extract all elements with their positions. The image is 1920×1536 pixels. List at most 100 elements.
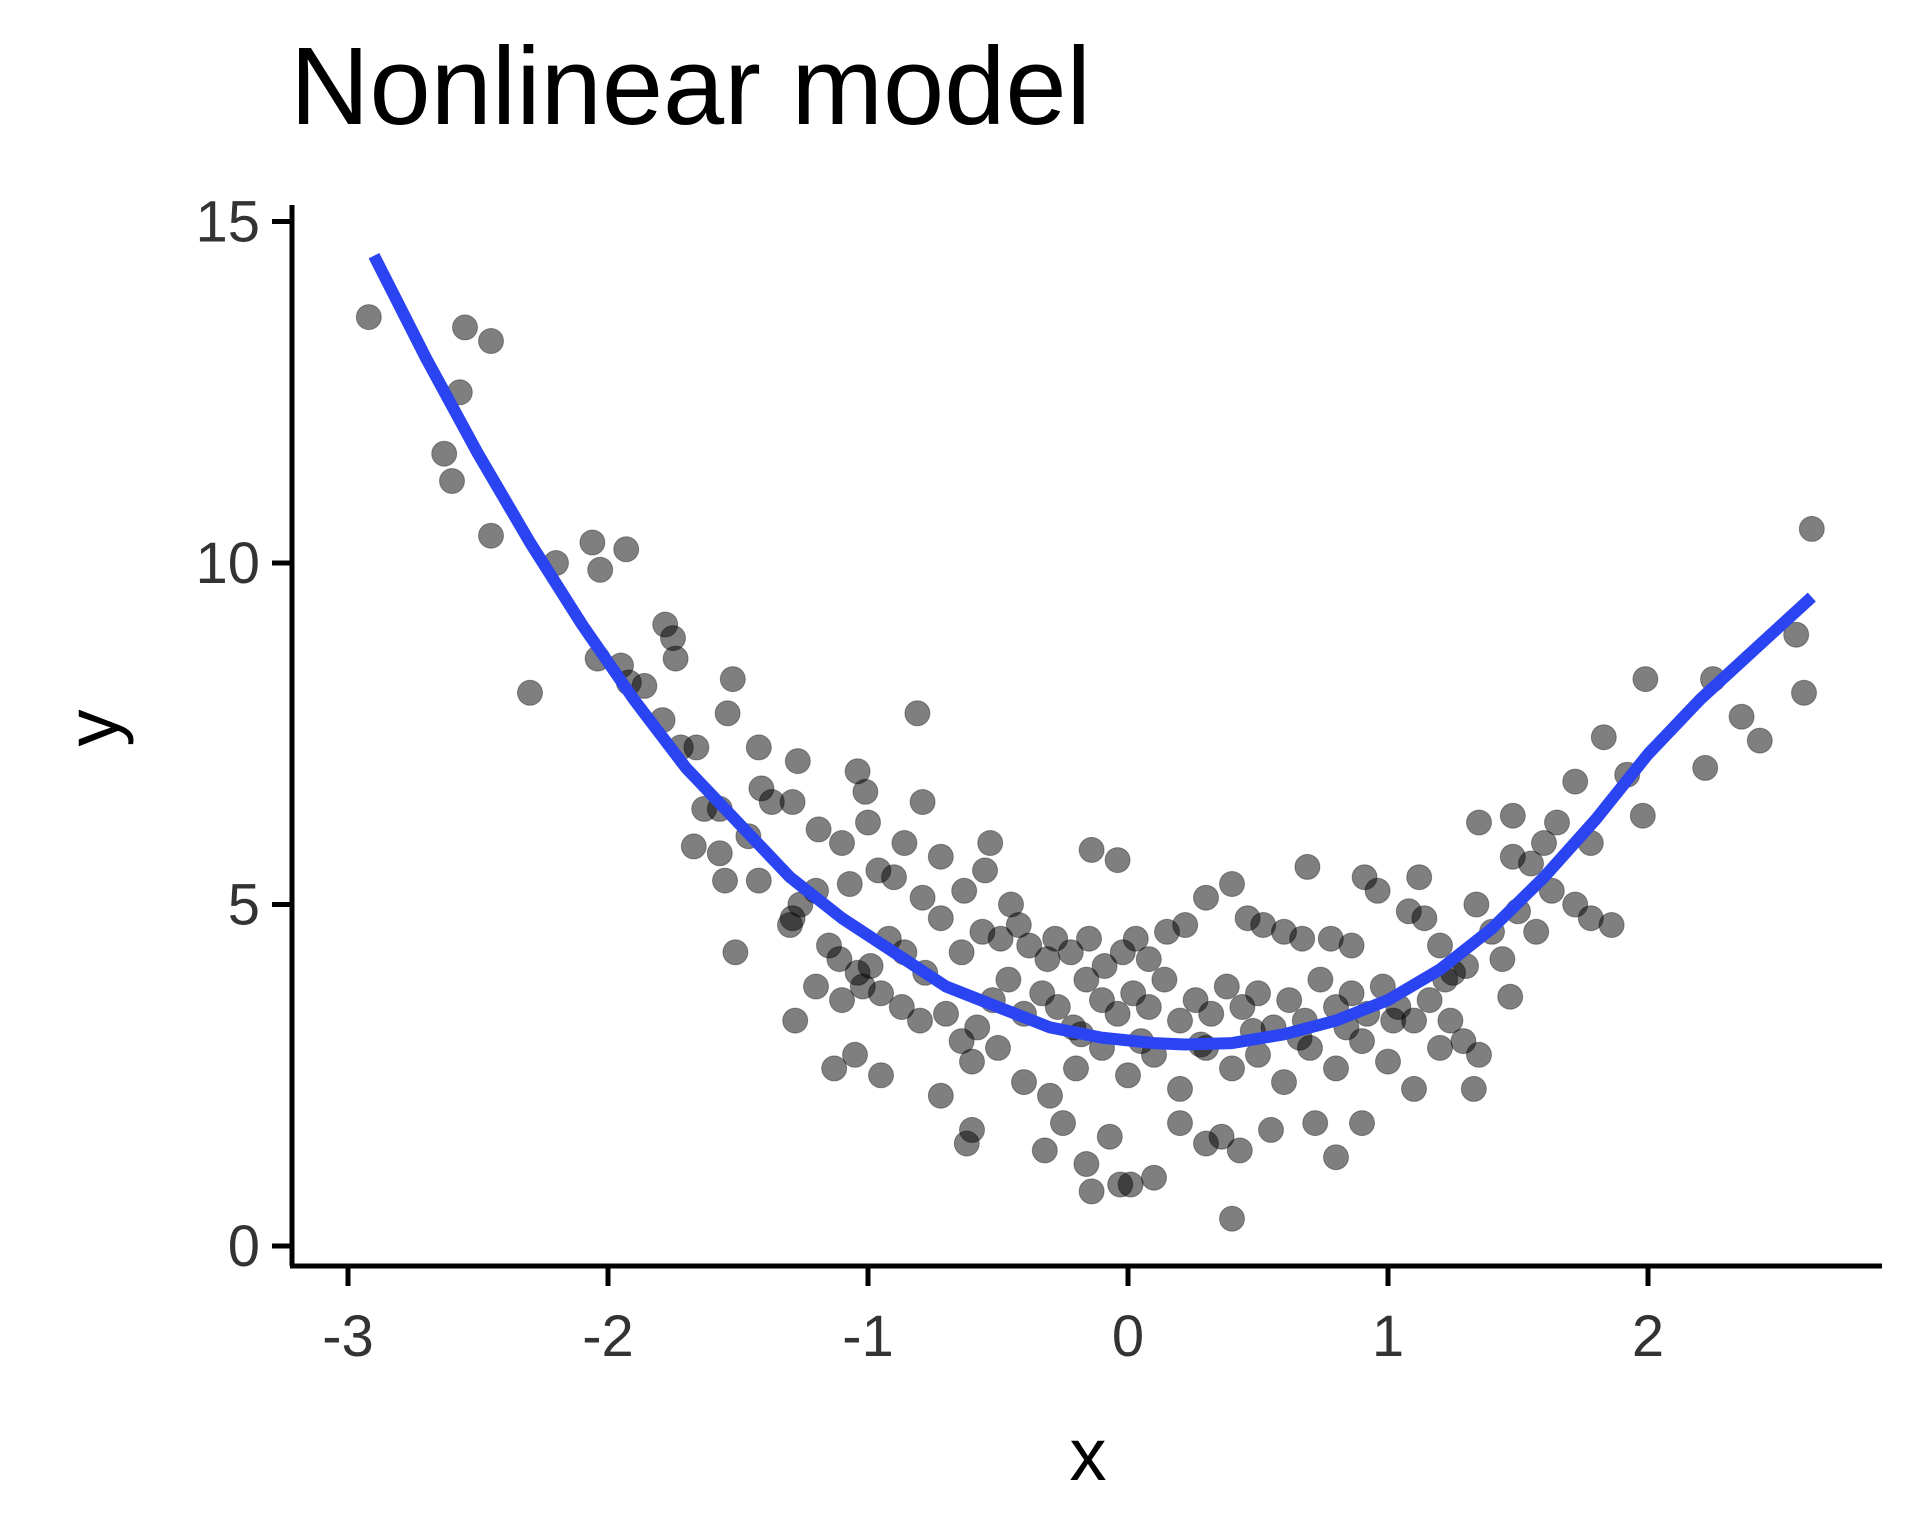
data-point [478,328,504,354]
data-point [868,1062,894,1089]
data-point [836,871,863,897]
data-point [478,522,504,549]
data-point [1141,1164,1167,1191]
data-point [1213,973,1240,1000]
data-point [1031,1137,1058,1164]
data-point [1437,1007,1464,1034]
data-point [1416,987,1443,1014]
y-axis-title: y [51,710,134,747]
data-point [1219,871,1245,897]
data-point [1167,1110,1193,1137]
data-point [1167,1075,1193,1102]
data-point [1338,932,1365,959]
data-point [1073,1151,1100,1177]
data-point [1091,953,1118,979]
data-point [909,789,936,815]
data-point [865,857,892,884]
data-point [1172,912,1199,938]
data-point [1590,724,1617,751]
data-point [784,748,811,775]
data-point [1746,727,1773,754]
data-point [1073,966,1100,993]
data-point [1198,1000,1225,1027]
data-point [517,679,543,706]
data-point [1151,966,1178,993]
data-point [1122,925,1149,952]
data-point [1728,703,1755,730]
data-point [1518,850,1544,877]
y-tick-label: 0 [228,1214,260,1279]
data-point [852,778,879,805]
data-point [714,700,741,727]
data-point [1307,966,1334,993]
data-point [1544,809,1570,836]
data-point [1208,1123,1235,1150]
data-point [888,994,915,1020]
data-point [1466,809,1492,836]
data-point [1115,1062,1141,1089]
data-point [1050,1110,1076,1137]
data-point [927,1082,954,1109]
data-point [964,1014,991,1041]
data-point [948,939,975,966]
data-point [1427,1034,1453,1061]
data-point [719,666,746,693]
x-tick-label: -2 [582,1304,634,1369]
data-point [1364,877,1391,904]
y-tick-label: 15 [195,190,260,255]
data-point [782,1007,809,1034]
data-point [1037,1082,1063,1109]
data-point [1078,1178,1105,1205]
data-point [1531,830,1557,856]
data-point [1135,994,1162,1020]
data-point [712,867,738,894]
data-point [683,734,710,761]
data-point [842,1041,868,1068]
data-point [722,939,749,966]
data-point [1258,1116,1284,1143]
y-tick-label: 10 [195,531,260,596]
data-point [829,987,855,1014]
data-point [1219,1055,1245,1082]
x-tick-label: 2 [1632,1304,1664,1369]
data-point [680,833,707,860]
data-point [1460,1075,1487,1102]
data-point [1629,802,1656,829]
data-point [829,830,855,856]
data-point [821,1055,848,1082]
data-point [1349,1110,1375,1137]
data-point [1692,754,1719,781]
data-point [706,840,733,867]
data-point [1632,666,1659,693]
data-point [1791,679,1817,706]
data-point [1406,864,1433,891]
data-point [431,440,458,467]
data-point [1135,946,1162,973]
data-point [579,529,606,556]
data-point [1016,932,1043,959]
data-point [745,734,772,761]
data-point [904,700,931,727]
points-layer [355,304,1825,1232]
x-tick-label: -3 [322,1304,374,1369]
data-point [1450,1028,1477,1055]
data-point [868,980,894,1007]
fit-curve-line [368,252,1816,1051]
x-tick-label: -1 [842,1304,894,1369]
fit-curve-layer [368,252,1816,1051]
data-point [1294,853,1321,880]
axes-layer: -3 -2 -1 0 1 2 0 5 10 15 [195,190,1882,1369]
data-point [927,843,954,870]
data-point [1538,877,1565,904]
data-point [1289,925,1316,952]
data-point [662,645,689,672]
data-point [1219,1205,1245,1232]
data-point [1276,987,1303,1014]
data-point [855,809,881,836]
data-point [1078,836,1105,863]
data-point [805,816,832,843]
data-point [1598,912,1625,938]
x-axis-title: x [1070,1413,1107,1496]
data-point [1323,1144,1349,1171]
